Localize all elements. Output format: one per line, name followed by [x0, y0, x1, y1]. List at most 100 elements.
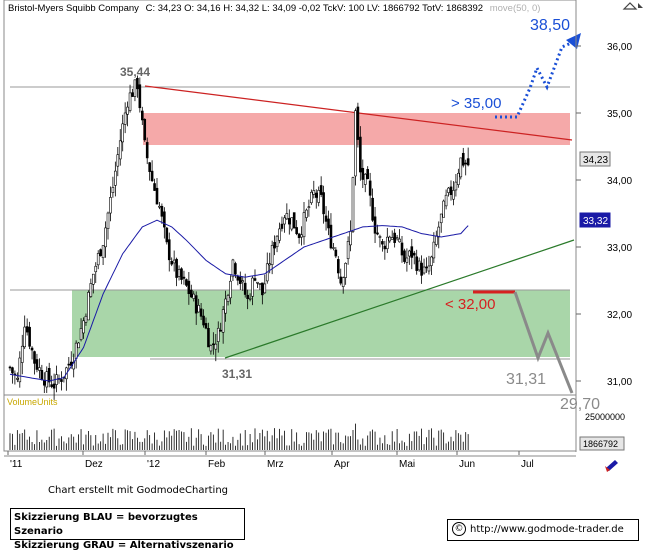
candle-body [172, 259, 176, 264]
candle-body [167, 239, 171, 261]
candle-body [263, 283, 267, 294]
candle-body [8, 366, 12, 369]
candle-body [199, 308, 203, 317]
x-tick-label: '12 [147, 459, 160, 470]
volume-tick-top: 25000000 [585, 412, 625, 422]
candle-body [50, 384, 53, 387]
candle-body [45, 371, 49, 388]
candle-body [67, 363, 71, 366]
candle-body [148, 162, 151, 172]
candle-body [60, 379, 63, 382]
candle-body [285, 213, 289, 220]
x-tick-label: Mrz [267, 459, 284, 470]
x-tick-label: Mai [399, 459, 415, 470]
candle-body [118, 140, 122, 160]
chevron-up-icon[interactable] [622, 2, 638, 10]
candle-body [385, 236, 389, 250]
candle-body [40, 370, 44, 380]
candle-body [177, 269, 181, 277]
scenario-legend: Skizzierung BLAU = bevorzugtes Szenario … [10, 508, 245, 551]
instrument-name: Bristol-Myers Squibb Company [8, 3, 139, 14]
bullish-scenario-arrow [495, 38, 579, 119]
candle-body [351, 177, 355, 232]
candle-body [258, 283, 262, 285]
candle-body [459, 157, 463, 178]
alt-target-1-label: 31,31 [506, 371, 546, 388]
candle-body [327, 218, 330, 229]
candle-body [356, 106, 360, 140]
candle-body [194, 295, 198, 314]
candle-body [18, 357, 22, 383]
candle-body [241, 280, 245, 283]
candle-body [145, 142, 149, 159]
candle-body [305, 209, 308, 218]
candle-body [452, 190, 455, 200]
candle-body [11, 367, 14, 374]
candle-body [89, 283, 93, 297]
legend-blue-scenario: Skizzierung BLAU = bevorzugtes Szenario [14, 512, 198, 537]
candle-body [383, 245, 387, 250]
candle-body [336, 259, 340, 274]
candle-body [35, 359, 39, 370]
candle-body [246, 294, 249, 299]
candle-body [165, 227, 169, 243]
candle-body [106, 212, 110, 230]
candle-body [270, 245, 274, 265]
candle-body [221, 309, 225, 333]
last-close-label: 34,23 [583, 155, 608, 166]
candle-body [234, 263, 237, 275]
candle-body [126, 106, 129, 115]
ma-value-label: 33,32 [583, 216, 608, 227]
candle-body [209, 345, 213, 352]
y-tick-label: 36,00 [607, 42, 632, 53]
candle-body [52, 383, 56, 389]
candle-body [226, 295, 230, 302]
candle-body [395, 237, 399, 240]
bullish-target-label: 38,50 [530, 17, 570, 34]
x-tick-label: Dez [85, 459, 103, 470]
support-zone [72, 290, 570, 357]
candle-body [256, 281, 259, 284]
source-url-box[interactable]: © http://www.godmode-trader.de [447, 519, 639, 541]
volume-bars [9, 423, 469, 450]
candle-body [302, 212, 306, 238]
candle-body [376, 232, 379, 235]
candle-body [268, 263, 272, 266]
x-axis: '11 Dez '12 Feb Mrz Apr Mai Jun Jul [4, 451, 576, 470]
candle-body [287, 218, 291, 225]
candle-body [42, 380, 46, 386]
candle-body [192, 293, 196, 299]
x-tick-label: '11 [10, 459, 23, 470]
candle-body [175, 258, 178, 278]
candle-body [378, 236, 382, 238]
candle-body [163, 211, 166, 228]
candle-body [310, 191, 313, 204]
candle-body [16, 378, 19, 380]
candle-body [437, 226, 441, 238]
candle-body [261, 282, 264, 296]
candle-body [74, 342, 78, 359]
candle-body [354, 110, 357, 177]
candle-body [388, 236, 392, 242]
candle-body [123, 112, 127, 125]
candle-body [202, 315, 205, 326]
candle-body [30, 347, 34, 351]
candle-body [422, 266, 426, 274]
volume-label: VolumeUnits [7, 397, 58, 407]
candle-body [141, 110, 144, 121]
y-tick-label: 32,00 [607, 310, 632, 321]
candle-body [224, 298, 227, 314]
toolbar-icon[interactable] [605, 460, 618, 472]
candle-body [114, 170, 117, 186]
candle-body [101, 245, 105, 259]
candle-body [400, 242, 404, 256]
candle-body [454, 181, 458, 191]
source-url[interactable]: http://www.godmode-trader.de [470, 524, 624, 535]
alternative-scenario-path [513, 291, 574, 394]
candle-body [427, 265, 431, 272]
candle-body [412, 252, 416, 256]
candle-body [361, 167, 365, 180]
candle-body [33, 351, 36, 364]
candle-body [77, 342, 80, 349]
close-icon[interactable] [638, 3, 643, 8]
